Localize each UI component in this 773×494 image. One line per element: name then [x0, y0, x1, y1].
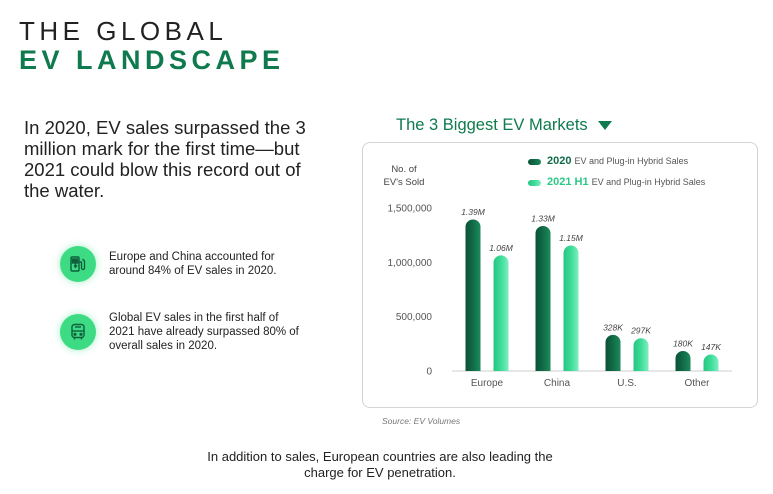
bar-2020	[535, 225, 551, 371]
y-axis-label: EV's Sold	[384, 177, 425, 188]
chart-heading-text: The 3 Biggest EV Markets	[396, 116, 588, 134]
y-tick-label: 0	[426, 367, 432, 378]
y-axis-label: No. of	[391, 164, 417, 175]
legend-swatch	[528, 159, 541, 165]
chart-panel	[362, 142, 758, 408]
bus-icon	[60, 314, 96, 350]
bar-2020	[465, 219, 481, 371]
footer-text: In addition to sales, European countries…	[207, 449, 553, 480]
legend-swatch	[528, 180, 541, 186]
x-tick-label: U.S.	[617, 378, 636, 389]
intro-text: In 2020, EV sales surpassed the 3 millio…	[24, 117, 306, 201]
fuel-pump-icon	[60, 246, 96, 282]
data-label: 180K	[673, 338, 693, 348]
fact-item-europe-china: Europe and China accounted for around 84…	[60, 246, 320, 282]
legend-label: 2021 H1 EV and Plug-in Hybrid Sales	[547, 176, 706, 188]
data-label: 328K	[603, 322, 623, 332]
data-label: 147K	[701, 342, 721, 352]
x-tick-label: China	[544, 378, 571, 389]
bar-2021h1	[633, 338, 649, 371]
page-title-line-1: THE GLOBAL	[19, 16, 228, 46]
data-label: 1.33M	[531, 213, 556, 223]
data-label: 1.06M	[489, 243, 514, 253]
y-tick-label: 500,000	[396, 312, 433, 323]
bar-2021h1	[563, 245, 579, 371]
data-label: 297K	[630, 326, 651, 336]
data-label: 1.15M	[559, 233, 584, 243]
triangle-down-icon	[597, 121, 612, 130]
y-tick-label: 1,500,000	[388, 204, 433, 215]
fact-item-h1-sales: Global EV sales in the first half of 202…	[60, 311, 320, 353]
bar-chart: No. of EV's Sold 0 500,000 1,000,000 1,500,00…	[384, 155, 732, 389]
bar-2021h1	[703, 354, 719, 371]
legend-label: 2020 EV and Plug-in Hybrid Sales	[547, 155, 689, 167]
source-note: Source: EV Volumes	[382, 416, 461, 426]
y-tick-label: 1,000,000	[388, 258, 433, 269]
data-label: 1.39M	[461, 207, 486, 217]
x-tick-label: Europe	[471, 378, 504, 389]
fact-text: Global EV sales in the first half of 202…	[109, 312, 299, 352]
chart-heading: The 3 Biggest EV Markets	[396, 116, 612, 135]
page-title-line-2: EV LANDSCAPE	[19, 45, 285, 75]
bar-2021h1	[493, 255, 509, 371]
x-tick-label: Other	[684, 378, 710, 389]
fact-text: Europe and China accounted for around 84…	[109, 251, 277, 277]
bar-2020	[675, 350, 691, 371]
bar-2020	[605, 334, 621, 371]
